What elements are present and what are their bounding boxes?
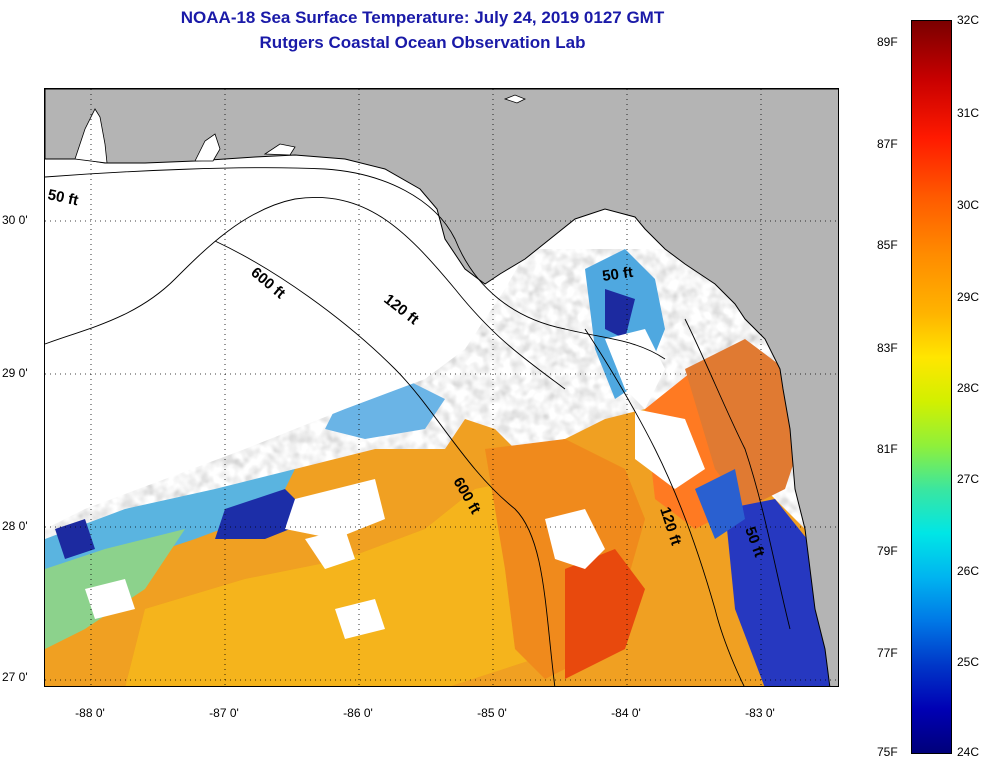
lon-label: -84 0' bbox=[611, 706, 641, 720]
lat-label: 28 0' bbox=[2, 519, 28, 533]
coastline-detail bbox=[74, 94, 526, 164]
map-title: NOAA-18 Sea Surface Temperature: July 24… bbox=[180, 8, 665, 27]
map-subtitle: Rutgers Coastal Ocean Observation Lab bbox=[259, 33, 586, 52]
land-mass bbox=[45, 89, 838, 686]
lon-label: -83 0' bbox=[745, 706, 775, 720]
colorbar-celsius-label: 29C bbox=[957, 290, 980, 304]
sst-field bbox=[45, 249, 838, 686]
cloud-mask bbox=[45, 89, 838, 639]
colorbar-fahrenheit-label: 89F bbox=[877, 35, 898, 49]
lat-label: 29 0' bbox=[2, 366, 28, 380]
colorbar-celsius-label: 25C bbox=[957, 655, 980, 669]
colorbar-fahrenheit-label: 79F bbox=[877, 544, 898, 558]
lon-label: -85 0' bbox=[477, 706, 507, 720]
bathymetry-contours bbox=[45, 167, 791, 686]
colorbar-fahrenheit-label: 77F bbox=[877, 646, 898, 660]
sst-map[interactable]: 50 ft 600 ft 120 ft 50 ft 600 ft 120 ft … bbox=[44, 88, 839, 687]
sst-map-canvas: 50 ft 600 ft 120 ft 50 ft 600 ft 120 ft … bbox=[45, 89, 838, 686]
lon-label: -86 0' bbox=[343, 706, 373, 720]
lon-label: -88 0' bbox=[75, 706, 105, 720]
colorbar-fahrenheit-label: 83F bbox=[877, 341, 898, 355]
colorbar-celsius-label: 27C bbox=[957, 472, 980, 486]
lat-label: 30 0' bbox=[2, 213, 28, 227]
lat-label: 27 0' bbox=[2, 670, 28, 684]
colorbar-fahrenheit-label: 87F bbox=[877, 137, 898, 151]
lon-label: -87 0' bbox=[209, 706, 239, 720]
depth-label-50ft-west: 50 ft bbox=[46, 186, 80, 209]
depth-label-50ft-east: 50 ft bbox=[601, 264, 634, 285]
colorbar-fahrenheit-label: 85F bbox=[877, 238, 898, 252]
colorbar-fahrenheit-label: 75F bbox=[877, 745, 898, 759]
colorbar-fahrenheit-label: 81F bbox=[877, 442, 898, 456]
temperature-colorbar bbox=[911, 20, 952, 754]
colorbar-celsius-label: 32C bbox=[957, 13, 980, 27]
colorbar-celsius-label: 30C bbox=[957, 198, 980, 212]
colorbar-celsius-label: 28C bbox=[957, 381, 980, 395]
colorbar-celsius-label: 24C bbox=[957, 745, 980, 759]
colorbar-celsius-label: 31C bbox=[957, 106, 980, 120]
colorbar-celsius-label: 26C bbox=[957, 564, 980, 578]
